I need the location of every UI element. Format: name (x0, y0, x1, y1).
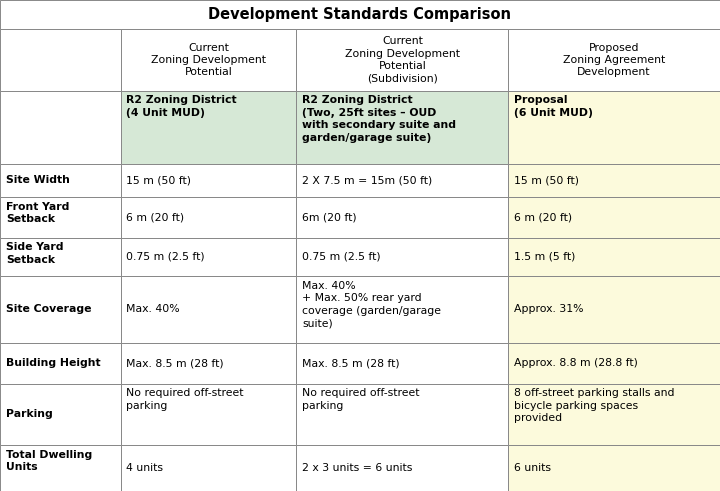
Bar (120, 445, 297, 491)
Text: No required off-street
parking: No required off-street parking (126, 388, 244, 411)
Text: Side Yard
Setback: Side Yard Setback (6, 243, 63, 265)
Bar (0, 276, 120, 343)
Text: Current
Zoning Development
Potential: Current Zoning Development Potential (151, 43, 266, 78)
Text: 6m (20 ft): 6m (20 ft) (302, 212, 357, 222)
Bar (0, 445, 120, 491)
Text: 1.5 m (5 ft): 1.5 m (5 ft) (514, 252, 575, 262)
Text: 15 m (50 ft): 15 m (50 ft) (514, 175, 579, 186)
Text: Proposal
(6 Unit MUD): Proposal (6 Unit MUD) (514, 95, 593, 118)
Text: 15 m (50 ft): 15 m (50 ft) (126, 175, 192, 186)
Bar (120, 238, 297, 276)
Text: Max. 8.5 m (28 ft): Max. 8.5 m (28 ft) (126, 358, 224, 368)
Bar (120, 343, 297, 383)
Text: 6 m (20 ft): 6 m (20 ft) (126, 212, 184, 222)
Text: Approx. 8.8 m (28.8 ft): Approx. 8.8 m (28.8 ft) (514, 358, 638, 368)
Bar (297, 276, 508, 343)
Bar (297, 238, 508, 276)
Text: 0.75 m (2.5 ft): 0.75 m (2.5 ft) (126, 252, 205, 262)
Text: Total Dwelling
Units: Total Dwelling Units (6, 450, 92, 472)
Text: Parking: Parking (6, 409, 53, 419)
Text: Max. 40%
+ Max. 50% rear yard
coverage (garden/garage
suite): Max. 40% + Max. 50% rear yard coverage (… (302, 281, 441, 328)
Text: 6 m (20 ft): 6 m (20 ft) (514, 212, 572, 222)
Bar (508, 29, 720, 90)
Text: Current
Zoning Development
Potential
(Subdivision): Current Zoning Development Potential (Su… (345, 36, 460, 83)
Bar (0, 238, 120, 276)
Bar (0, 0, 720, 29)
Bar (0, 343, 120, 383)
Bar (0, 164, 120, 197)
Bar (508, 383, 720, 445)
Bar (0, 90, 120, 164)
Bar (508, 343, 720, 383)
Bar (120, 90, 297, 164)
Text: 0.75 m (2.5 ft): 0.75 m (2.5 ft) (302, 252, 381, 262)
Bar (508, 197, 720, 238)
Text: Front Yard
Setback: Front Yard Setback (6, 202, 69, 224)
Bar (508, 90, 720, 164)
Text: 6 units: 6 units (514, 463, 551, 473)
Text: 2 X 7.5 m = 15m (50 ft): 2 X 7.5 m = 15m (50 ft) (302, 175, 433, 186)
Text: 2 x 3 units = 6 units: 2 x 3 units = 6 units (302, 463, 413, 473)
Text: R2 Zoning District
(4 Unit MUD): R2 Zoning District (4 Unit MUD) (126, 95, 237, 118)
Bar (508, 276, 720, 343)
Text: Proposed
Zoning Agreement
Development: Proposed Zoning Agreement Development (563, 43, 665, 78)
Bar (120, 276, 297, 343)
Bar (120, 29, 297, 90)
Bar (0, 29, 120, 90)
Bar (297, 90, 508, 164)
Bar (0, 197, 120, 238)
Text: Development Standards Comparison: Development Standards Comparison (209, 7, 511, 22)
Text: Approx. 31%: Approx. 31% (514, 304, 583, 314)
Text: 8 off-street parking stalls and
bicycle parking spaces
provided: 8 off-street parking stalls and bicycle … (514, 388, 675, 423)
Bar (508, 164, 720, 197)
Text: Max. 40%: Max. 40% (126, 304, 180, 314)
Bar (508, 445, 720, 491)
Text: No required off-street
parking: No required off-street parking (302, 388, 420, 411)
Bar (508, 238, 720, 276)
Text: R2 Zoning District
(Two, 25ft sites – OUD
with secondary suite and
garden/garage: R2 Zoning District (Two, 25ft sites – OU… (302, 95, 456, 142)
Bar (0, 383, 120, 445)
Bar (297, 383, 508, 445)
Bar (297, 164, 508, 197)
Bar (297, 343, 508, 383)
Bar (297, 29, 508, 90)
Bar (120, 164, 297, 197)
Bar (297, 197, 508, 238)
Text: Site Coverage: Site Coverage (6, 304, 91, 314)
Text: Site Width: Site Width (6, 175, 70, 186)
Bar (120, 197, 297, 238)
Bar (120, 383, 297, 445)
Text: Building Height: Building Height (6, 358, 100, 368)
Bar (297, 445, 508, 491)
Text: Max. 8.5 m (28 ft): Max. 8.5 m (28 ft) (302, 358, 400, 368)
Text: 4 units: 4 units (126, 463, 163, 473)
